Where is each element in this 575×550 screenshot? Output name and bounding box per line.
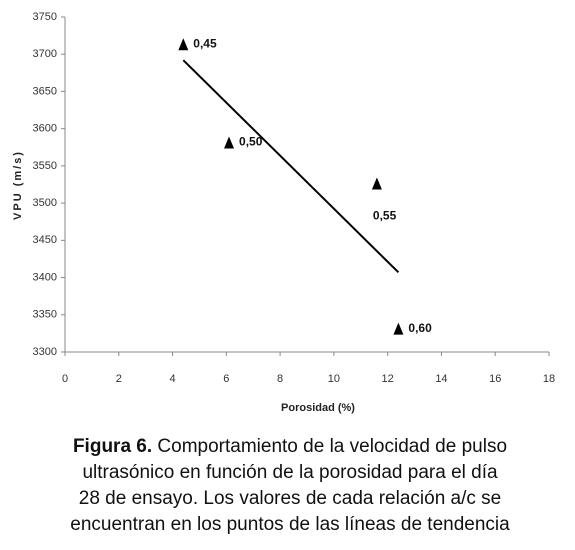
y-tick-label: 3300 — [33, 346, 57, 358]
point-label: 0,50 — [239, 135, 263, 149]
x-tick-label: 4 — [169, 373, 175, 385]
x-tick-label: 12 — [382, 373, 394, 385]
y-tick-label: 3500 — [33, 197, 57, 209]
y-tick-label: 3600 — [33, 123, 57, 135]
x-tick-label: 2 — [116, 373, 122, 385]
x-axis-label: Porosidad (%) — [281, 402, 355, 414]
caption-line: encuentran en los puntos de las líneas d… — [70, 514, 510, 535]
y-tick-label: 3750 — [33, 11, 57, 23]
point — [178, 38, 189, 51]
x-tick-label: 6 — [223, 373, 229, 385]
caption-line: Figura 6. Comportamiento de la velocidad… — [73, 436, 507, 457]
y-tick-label: 3700 — [33, 48, 57, 60]
y-tick-label: 3400 — [33, 271, 57, 283]
x-tick-label: 8 — [277, 373, 283, 385]
y-tick-label: 3650 — [33, 85, 57, 97]
y-axis-label: VPU (m/s) — [12, 150, 24, 220]
x-tick-label: 14 — [435, 373, 447, 385]
caption-label: Figura 6. — [73, 436, 152, 457]
x-tick-label: 10 — [328, 373, 340, 385]
point-label: 0,55 — [373, 209, 397, 223]
caption-line: 28 de ensayo. Los valores de cada relaci… — [79, 488, 502, 509]
y-tick-label: 3350 — [33, 309, 57, 321]
point-label: 0,45 — [193, 36, 217, 50]
y-tick-label: 3450 — [33, 234, 57, 246]
x-tick-label: 16 — [489, 373, 501, 385]
point-label: 0,60 — [408, 321, 432, 335]
y-tick-label: 3550 — [33, 160, 57, 172]
caption-text: Comportamiento de la velocidad de pulso — [157, 436, 507, 457]
caption-line: ultrasónico en función de la porosidad p… — [82, 462, 498, 483]
point — [224, 136, 235, 149]
x-tick-label: 18 — [543, 373, 555, 385]
trend-line — [182, 59, 400, 274]
x-tick-label: 0 — [62, 373, 68, 385]
point — [393, 322, 404, 335]
point — [371, 177, 382, 190]
